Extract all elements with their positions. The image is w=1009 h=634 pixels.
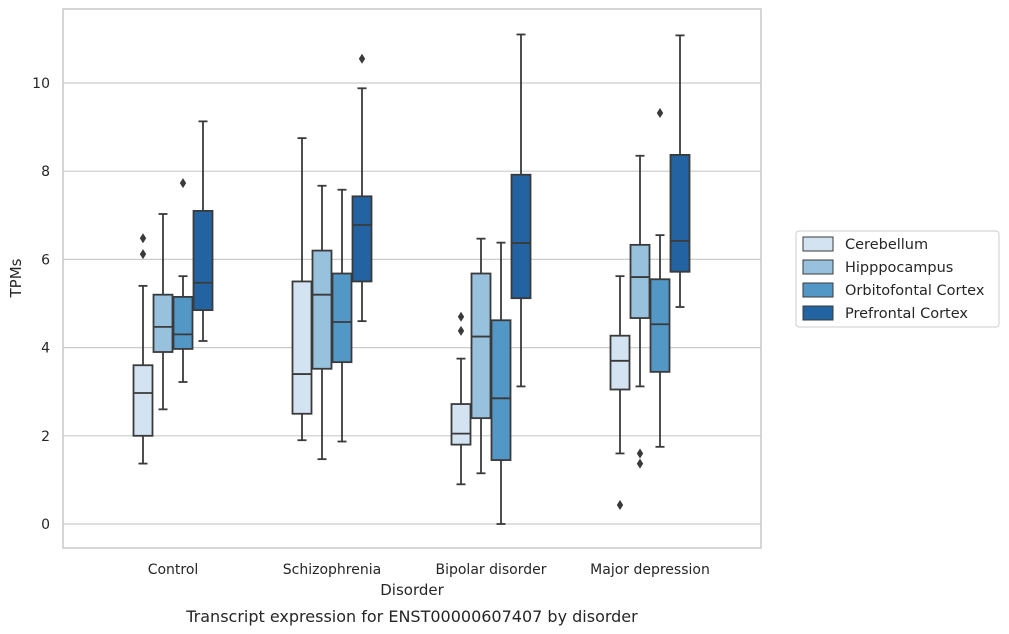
box-prefrontal-cortex — [669, 34, 691, 308]
y-tick-label: 10 — [32, 76, 50, 92]
box-cerebellum — [132, 233, 154, 465]
chart-caption: Transcript expression for ENST0000060740… — [185, 607, 638, 626]
box-iqr — [311, 249, 333, 370]
box-cerebellum — [450, 311, 472, 486]
y-tick-label: 0 — [41, 517, 50, 533]
box-hipppocampus — [152, 213, 174, 411]
box-iqr — [172, 295, 194, 350]
outlier-point — [139, 249, 147, 260]
box-cerebellum — [609, 275, 631, 511]
legend-swatch — [802, 282, 834, 298]
box-cerebellum — [291, 137, 313, 442]
x-axis-label: Disorder — [380, 581, 444, 599]
box-hipppocampus — [629, 154, 651, 469]
box-iqr — [351, 195, 373, 283]
outlier-point — [636, 458, 644, 469]
x-tick-label: Major depression — [590, 562, 710, 578]
legend-label: Cerebellum — [845, 237, 928, 253]
y-tick-label: 8 — [41, 164, 50, 180]
x-tick-label: Bipolar disorder — [435, 562, 546, 578]
x-tick-label: Control — [148, 562, 199, 578]
legend: Cerebellum Hipppocampus Orbitofontal Corte… — [795, 230, 1000, 328]
box-layer — [132, 33, 691, 525]
box-iqr — [291, 280, 313, 415]
legend-swatch — [802, 236, 834, 252]
legend-label: Orbitofontal Cortex — [845, 283, 985, 299]
legend-swatch — [802, 305, 834, 321]
box-iqr — [649, 278, 671, 373]
legend-frame — [795, 230, 1000, 328]
y-tick-label: 2 — [41, 429, 50, 445]
outlier-point — [179, 178, 187, 189]
box-iqr — [132, 364, 154, 437]
y-tick-labels: 0 2 4 6 8 10 — [32, 76, 50, 533]
box-iqr — [669, 153, 691, 273]
box-hipppocampus — [311, 184, 333, 461]
legend-label: Prefrontal Cortex — [845, 306, 968, 322]
box-iqr — [450, 403, 472, 446]
box-iqr — [490, 319, 512, 461]
legend-label: Hipppocampus — [845, 260, 953, 276]
outlier-point — [457, 311, 465, 322]
outlier-point — [139, 233, 147, 244]
box-prefrontal-cortex — [192, 120, 214, 342]
box-iqr — [192, 209, 214, 312]
box-iqr — [152, 293, 174, 353]
legend-swatch — [802, 259, 834, 275]
x-tick-labels: Control Schizophrenia Bipolar disorder Majo… — [148, 562, 710, 578]
outlier-point — [358, 53, 366, 64]
box-iqr — [470, 272, 492, 420]
outlier-point — [457, 325, 465, 336]
box-iqr — [510, 173, 532, 300]
outlier-point — [636, 448, 644, 459]
box-iqr — [629, 243, 651, 319]
box-orbitofontal-cortex — [172, 178, 194, 383]
plot-frame — [62, 8, 762, 549]
x-tick-label: Schizophrenia — [283, 562, 381, 578]
box-orbitofontal-cortex — [490, 241, 512, 525]
box-prefrontal-cortex — [510, 33, 532, 388]
outlier-point — [656, 107, 664, 118]
box-orbitofontal-cortex — [649, 107, 671, 448]
y-tick-label: 4 — [41, 341, 50, 357]
box-hipppocampus — [470, 237, 492, 475]
box-prefrontal-cortex — [351, 53, 373, 323]
box-iqr — [331, 272, 353, 364]
box-iqr — [609, 334, 631, 391]
outlier-point — [616, 500, 624, 511]
y-tick-label: 6 — [41, 252, 50, 268]
box-orbitofontal-cortex — [331, 188, 353, 443]
y-axis-label: TPMs — [7, 258, 25, 298]
